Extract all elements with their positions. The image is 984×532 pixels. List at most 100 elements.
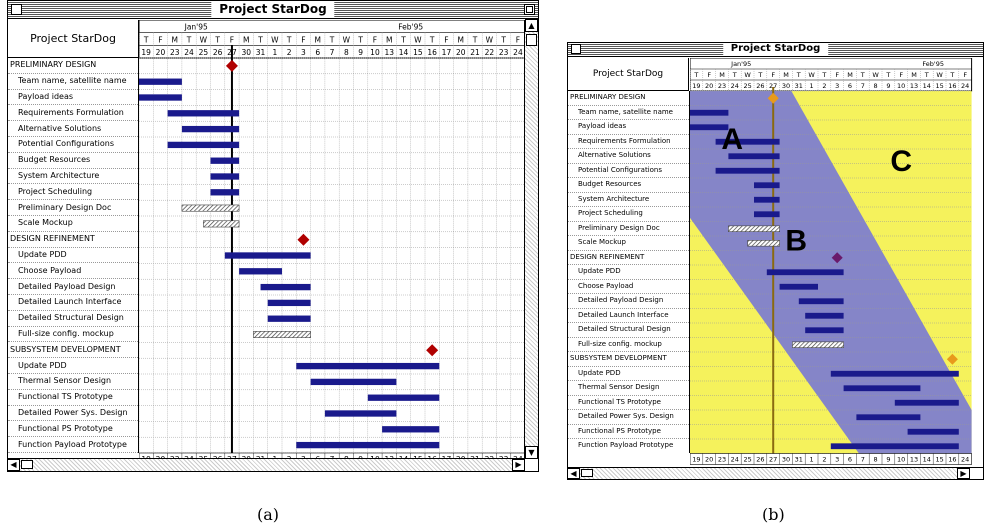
close-box-icon[interactable] bbox=[11, 4, 22, 15]
task-row[interactable]: Payload ideas bbox=[8, 90, 138, 106]
close-box-icon[interactable] bbox=[571, 44, 581, 54]
section-row[interactable]: DESIGN REFINEMENT bbox=[568, 251, 689, 265]
resize-grow-box-icon[interactable] bbox=[524, 458, 538, 471]
task-row[interactable]: Payload ideas bbox=[568, 120, 689, 135]
milestone-diamond bbox=[225, 59, 238, 72]
date-label: 26 bbox=[756, 82, 764, 90]
footer-date-label: 1 bbox=[272, 455, 277, 460]
task-row[interactable]: Team name, satellite name bbox=[568, 106, 689, 120]
task-row[interactable]: Update PDD bbox=[8, 358, 138, 374]
task-row[interactable]: Potential Configurations bbox=[8, 137, 138, 153]
task-row[interactable]: Choose Payload bbox=[8, 263, 138, 280]
weekday-label: F bbox=[373, 35, 377, 44]
task-row[interactable]: Scale Mockup bbox=[568, 236, 689, 251]
task-row[interactable]: Detailed Payload Design bbox=[8, 279, 138, 295]
task-row[interactable]: Scale Mockup bbox=[8, 216, 138, 232]
horizontal-scrollbar-b[interactable]: ◀ ▶ bbox=[568, 467, 970, 479]
task-row[interactable]: Potential Configurations bbox=[568, 164, 689, 178]
task-row[interactable]: Update PDD bbox=[568, 367, 689, 381]
footer-date-label: 2 bbox=[287, 455, 292, 460]
date-label: 24 bbox=[513, 48, 523, 57]
resize-grow-box-icon[interactable] bbox=[969, 467, 983, 479]
task-bar bbox=[203, 220, 240, 228]
hscroll-thumb-a[interactable] bbox=[21, 460, 33, 469]
scroll-thumb-a[interactable] bbox=[526, 34, 537, 46]
task-row[interactable]: System Architecture bbox=[568, 193, 689, 207]
task-row[interactable]: Alternative Solutions bbox=[568, 149, 689, 164]
section-row[interactable]: SUBSYSTEM DEVELOPMENT bbox=[8, 342, 138, 359]
section-row[interactable]: PRELIMINARY DESIGN bbox=[568, 91, 689, 106]
task-row[interactable]: Update PDD bbox=[568, 265, 689, 280]
task-row[interactable]: Preliminary Design Doc bbox=[568, 222, 689, 236]
task-row[interactable]: System Architecture bbox=[8, 169, 138, 185]
milestone-diamond bbox=[297, 233, 310, 246]
task-row[interactable]: Detailed Payload Design bbox=[568, 294, 689, 309]
scroll-left-icon[interactable]: ◀ bbox=[568, 468, 580, 479]
task-row[interactable]: Update PDD bbox=[8, 248, 138, 264]
task-row[interactable]: Full-size config. mockup bbox=[568, 338, 689, 352]
date-label: 21 bbox=[470, 48, 480, 57]
weekday-label: M bbox=[783, 71, 789, 79]
task-row[interactable]: Detailed Structural Design bbox=[8, 311, 138, 327]
task-row[interactable]: Detailed Power Sys. Design bbox=[568, 410, 689, 425]
footer-date-label: 25 bbox=[743, 456, 751, 464]
task-row[interactable]: Budget Resources bbox=[568, 178, 689, 193]
section-row[interactable]: PRELIMINARY DESIGN bbox=[8, 58, 138, 74]
task-row[interactable]: Thermal Sensor Design bbox=[568, 381, 689, 396]
task-row[interactable]: Functional PS Prototype bbox=[568, 425, 689, 439]
gantt-window-b: Project StarDog Project StarDog PRELIMIN… bbox=[567, 42, 984, 480]
hscroll-thumb-b[interactable] bbox=[581, 469, 593, 477]
weekday-label: T bbox=[757, 71, 762, 79]
task-row[interactable]: Detailed Launch Interface bbox=[8, 295, 138, 311]
task-bar bbox=[754, 196, 780, 203]
task-bar bbox=[267, 315, 311, 322]
task-row[interactable]: Preliminary Design Doc bbox=[8, 200, 138, 216]
title-bar-a[interactable]: Project StarDog bbox=[8, 1, 538, 19]
date-label: 10 bbox=[897, 82, 905, 90]
weekday-label: F bbox=[516, 35, 520, 44]
task-row[interactable]: Requirements Formulation bbox=[8, 105, 138, 122]
task-row[interactable]: Function Payload Prototype bbox=[568, 439, 689, 453]
zoom-box-icon[interactable] bbox=[524, 4, 535, 15]
date-label: 20 bbox=[705, 82, 713, 90]
vertical-scrollbar-a[interactable]: ▲ ▼ bbox=[524, 19, 538, 459]
task-row[interactable]: Detailed Launch Interface bbox=[568, 309, 689, 323]
task-row[interactable]: Thermal Sensor Design bbox=[8, 374, 138, 390]
task-row[interactable]: Functional TS Prototype bbox=[568, 396, 689, 410]
task-bar bbox=[139, 94, 182, 101]
task-bar bbox=[805, 327, 844, 334]
footer-date-label: 19 bbox=[692, 456, 700, 464]
footer-date-label: 27 bbox=[227, 455, 237, 460]
scroll-up-icon[interactable]: ▲ bbox=[525, 19, 538, 32]
footer-date-label: 22 bbox=[485, 455, 495, 460]
horizontal-scrollbar-a[interactable]: ◀ ▶ bbox=[8, 458, 525, 471]
task-row[interactable]: Project Scheduling bbox=[8, 184, 138, 201]
date-label: 20 bbox=[456, 48, 466, 57]
date-label: 13 bbox=[910, 82, 918, 90]
task-row[interactable]: Team name, satellite name bbox=[8, 74, 138, 90]
task-row[interactable]: Full-size config. mockup bbox=[8, 327, 138, 343]
task-row[interactable]: Detailed Power Sys. Design bbox=[8, 406, 138, 422]
date-label: 19 bbox=[692, 82, 700, 90]
task-list-b: PRELIMINARY DESIGN Team name, satellite n… bbox=[568, 91, 690, 453]
task-row[interactable]: Requirements Formulation bbox=[568, 135, 689, 149]
weekday-label: F bbox=[707, 71, 711, 79]
task-row[interactable]: Alternative Solutions bbox=[8, 121, 138, 137]
scroll-left-icon[interactable]: ◀ bbox=[8, 459, 20, 471]
task-bar bbox=[181, 204, 240, 212]
task-row[interactable]: Detailed Structural Design bbox=[568, 323, 689, 338]
project-name-header-a: Project StarDog bbox=[8, 20, 139, 58]
task-row[interactable]: Functional PS Prototype bbox=[8, 421, 138, 438]
weekday-label: T bbox=[693, 71, 698, 79]
title-bar-b[interactable]: Project StarDog bbox=[568, 43, 983, 57]
task-row[interactable]: Function Payload Prototype bbox=[8, 437, 138, 453]
task-row[interactable]: Budget Resources bbox=[8, 153, 138, 169]
task-row[interactable]: Project Scheduling bbox=[568, 207, 689, 222]
task-row[interactable]: Functional TS Prototype bbox=[8, 390, 138, 406]
task-bar bbox=[798, 298, 844, 305]
section-row[interactable]: DESIGN REFINEMENT bbox=[8, 232, 138, 248]
date-label: 23 bbox=[499, 48, 509, 57]
task-row[interactable]: Choose Payload bbox=[568, 280, 689, 294]
section-row[interactable]: SUBSYSTEM DEVELOPMENT bbox=[568, 352, 689, 367]
footer-date-label: 26 bbox=[756, 456, 764, 464]
